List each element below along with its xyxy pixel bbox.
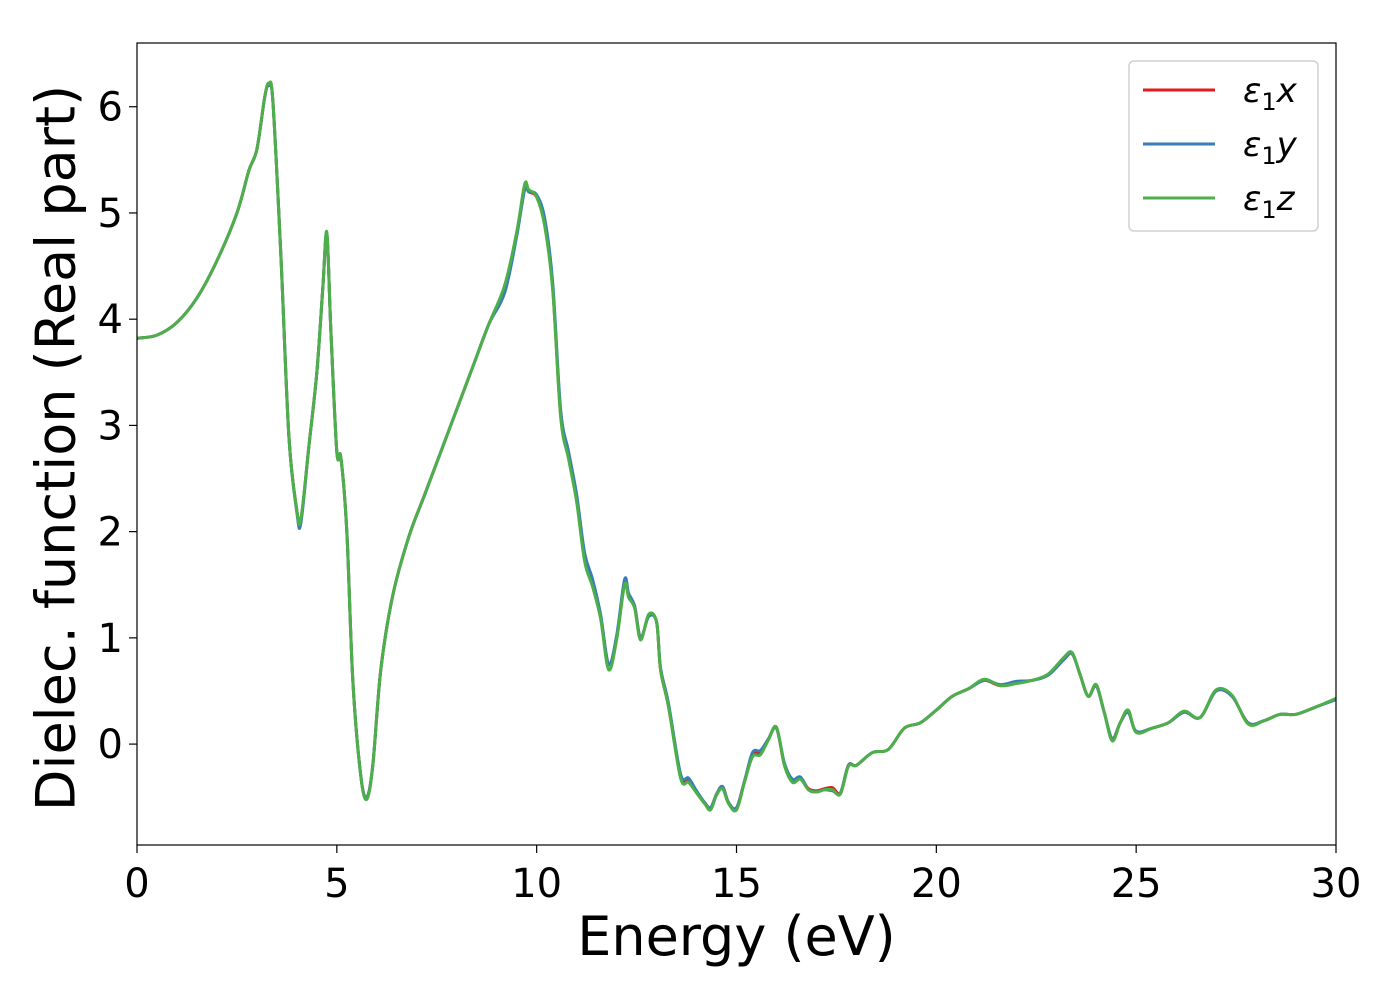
legend-label-variable: y	[1276, 125, 1298, 165]
legend-label-x: ε1x	[1243, 71, 1298, 116]
legend-label-base: ε	[1243, 125, 1261, 165]
x-axis-label: Energy (eV)	[577, 905, 896, 968]
x-tick-label: 15	[711, 861, 762, 907]
legend-label-z: ε1z	[1243, 179, 1296, 224]
legend-label-subscript: 1	[1261, 88, 1276, 116]
y-tick-label: 4	[98, 297, 123, 343]
legend-label-y: ε1y	[1243, 125, 1298, 170]
legend-label-subscript: 1	[1261, 196, 1276, 224]
legend-label-variable: x	[1276, 71, 1298, 111]
y-tick-label: 0	[98, 722, 123, 768]
y-axis: 0 1 2 3 4 5 6	[98, 85, 137, 768]
series-line-z	[137, 80, 1336, 813]
series-layer	[137, 80, 1336, 813]
y-tick-label: 1	[98, 616, 123, 662]
x-tick-label: 25	[1111, 861, 1162, 907]
x-tick-label: 30	[1311, 861, 1362, 907]
y-tick-label: 2	[98, 510, 123, 556]
x-tick-label: 5	[324, 861, 349, 907]
legend-box	[1128, 60, 1319, 232]
y-tick-label: 3	[98, 403, 123, 449]
x-tick-label: 10	[511, 861, 562, 907]
x-tick-label: 20	[911, 861, 962, 907]
legend-label-base: ε	[1243, 71, 1261, 111]
legend-label-subscript: 1	[1261, 142, 1276, 170]
y-axis-label: Dielec. function (Real part)	[25, 85, 88, 811]
y-tick-label: 6	[98, 85, 123, 131]
y-tick-label: 5	[98, 191, 123, 237]
legend-label-base: ε	[1243, 179, 1261, 219]
x-axis: 0 5 10 15 20 25 30	[124, 845, 1361, 907]
legend-label-variable: z	[1276, 179, 1296, 219]
x-tick-label: 0	[124, 861, 149, 907]
